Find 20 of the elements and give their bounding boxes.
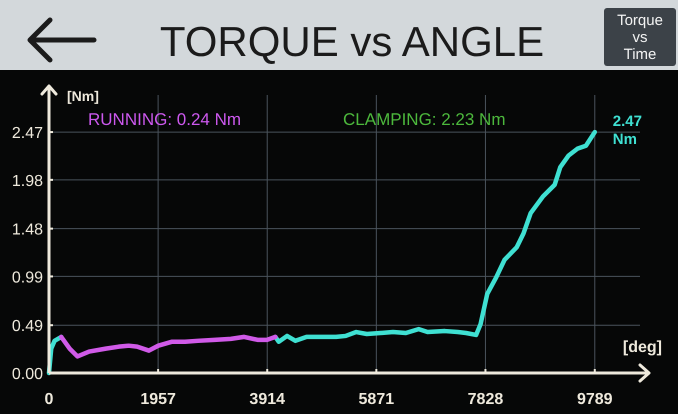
y-tick-label: 1.98 — [12, 172, 44, 190]
x-tick-label: 3914 — [249, 391, 286, 408]
x-tick-label: 9789 — [576, 391, 613, 408]
y-tick-label: 0.99 — [12, 269, 44, 286]
y-tick-label: 0.00 — [12, 366, 44, 383]
annotation: RUNNING: 0.24 Nm — [88, 110, 242, 129]
chart-title: TORQUE vs ANGLE — [160, 18, 544, 65]
button: Torque vs Time — [604, 8, 676, 66]
y-axis-title: [Nm] — [67, 88, 99, 104]
y-tick-label: 1.48 — [12, 222, 44, 239]
x-tick-label: 0 — [44, 391, 54, 408]
x-tick-label: 5871 — [358, 391, 394, 408]
annotation: CLAMPING: 2.23 Nm — [343, 110, 506, 129]
x-tick-label: 1957 — [140, 391, 176, 408]
y-tick-label: 2.47 — [12, 125, 44, 142]
x-tick-label: 7828 — [468, 391, 504, 408]
y-tick-label: 0.49 — [12, 318, 44, 336]
line-series — [59, 334, 278, 359]
x-axis-title: [deg] — [622, 339, 662, 356]
annotation: 2.47 Nm — [612, 113, 642, 148]
